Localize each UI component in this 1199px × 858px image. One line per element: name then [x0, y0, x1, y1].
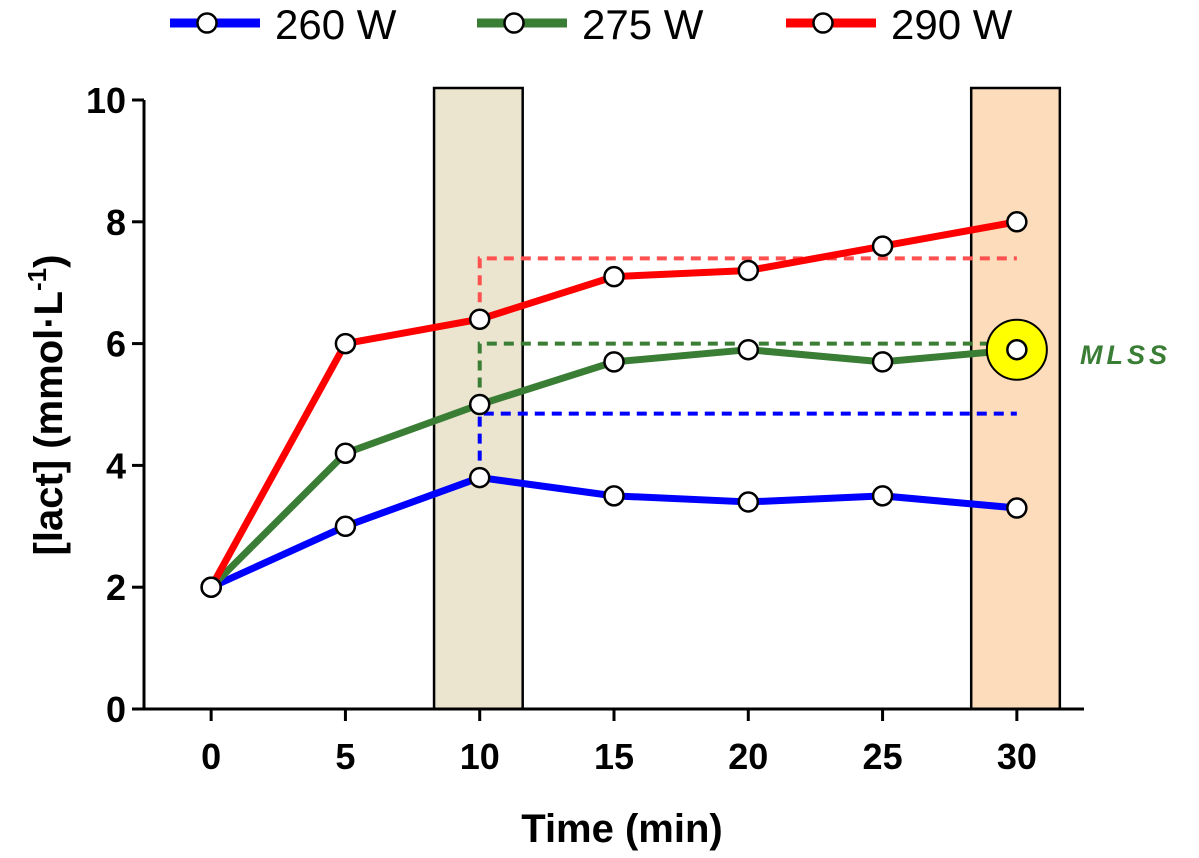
data-point-260w	[1006, 497, 1028, 519]
y-tick-label: 4	[106, 445, 126, 486]
data-points	[200, 211, 1028, 598]
y-tick-label: 6	[106, 324, 126, 365]
legend-label-275w: 275 W	[582, 1, 704, 48]
shaded-regions	[432, 86, 1062, 711]
x-tick-label: 25	[863, 736, 903, 777]
legend-label-290w: 290 W	[891, 1, 1013, 48]
y-tick-label: 10	[86, 80, 126, 121]
shaded-region-2	[969, 86, 1062, 711]
data-point-275w	[468, 393, 491, 416]
y-axis-title-superscript: -1	[22, 268, 52, 291]
data-point-260w	[603, 485, 625, 507]
tick-labels: 0 2 4 6 8 10 0 5 10 15 20 25 30	[86, 80, 1037, 777]
legend-marker-260w	[196, 12, 218, 34]
mlss-label: MLSS	[1080, 340, 1171, 370]
x-tick-label: 20	[728, 736, 768, 777]
legend-item-275w: 275 W	[477, 1, 704, 48]
legend-marker-290w	[812, 12, 834, 34]
data-point-290w	[737, 259, 760, 282]
y-axis-title: [lact] (mmol·L-1)	[22, 255, 71, 556]
data-point-290w	[200, 576, 222, 598]
data-point-290w	[1006, 211, 1028, 233]
data-point-260w	[871, 485, 894, 507]
axes	[132, 98, 1084, 721]
x-tick-label: 10	[460, 736, 500, 777]
x-axis-title: Time (min)	[521, 807, 723, 851]
data-point-260w	[334, 515, 357, 538]
data-point-290w	[603, 265, 625, 288]
data-point-290w	[468, 308, 491, 330]
data-point-290w	[871, 235, 894, 257]
legend-marker-275w	[503, 12, 525, 34]
y-tick-label: 2	[106, 567, 126, 608]
y-tick-label: 8	[106, 202, 126, 243]
data-point-275w	[737, 338, 760, 361]
reference-line-260w	[477, 411, 1017, 478]
reference-line-275w	[477, 341, 1017, 405]
data-point-260w	[737, 491, 760, 513]
y-axis-title-main: [lact] (mmol·L	[27, 291, 71, 555]
legend-label-260w: 260 W	[275, 1, 397, 48]
legend: 260 W 275 W 290 W	[170, 1, 1013, 48]
x-tick-label: 0	[201, 736, 221, 777]
y-tick-label: 0	[106, 689, 126, 730]
data-point-260w	[468, 466, 491, 489]
data-point-290w	[334, 332, 357, 355]
x-tick-label: 5	[335, 736, 355, 777]
series-line-275w	[208, 346, 1018, 590]
data-point-275w	[603, 351, 625, 373]
legend-item-290w: 290 W	[786, 1, 1013, 48]
y-axis-title-close: )	[27, 255, 71, 268]
x-tick-label: 30	[997, 736, 1037, 777]
reference-lines	[477, 256, 1017, 478]
data-point-275w	[1006, 338, 1028, 361]
x-tick-label: 15	[594, 736, 634, 777]
reference-line-290w	[477, 256, 1017, 320]
data-point-275w	[871, 351, 894, 373]
legend-item-260w: 260 W	[170, 1, 397, 48]
data-point-275w	[334, 442, 357, 464]
